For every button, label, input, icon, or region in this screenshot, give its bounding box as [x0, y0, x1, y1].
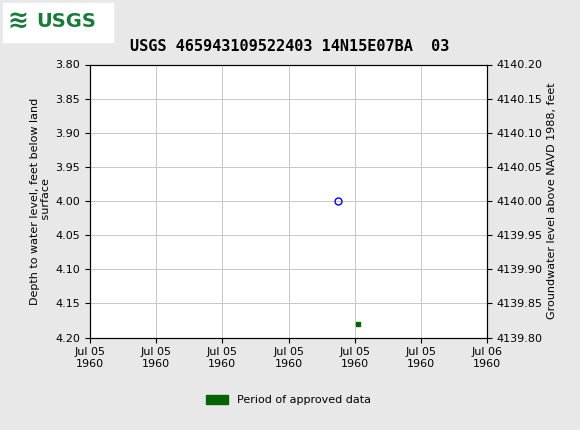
Text: ≋: ≋ — [7, 9, 28, 34]
Text: USGS: USGS — [36, 12, 96, 31]
Bar — [3, 3, 113, 43]
Y-axis label: Depth to water level, feet below land
 surface: Depth to water level, feet below land su… — [30, 98, 51, 304]
Legend: Period of approved data: Period of approved data — [202, 390, 376, 410]
Text: USGS 465943109522403 14N15E07BA  03: USGS 465943109522403 14N15E07BA 03 — [130, 39, 450, 54]
Y-axis label: Groundwater level above NAVD 1988, feet: Groundwater level above NAVD 1988, feet — [547, 83, 557, 319]
